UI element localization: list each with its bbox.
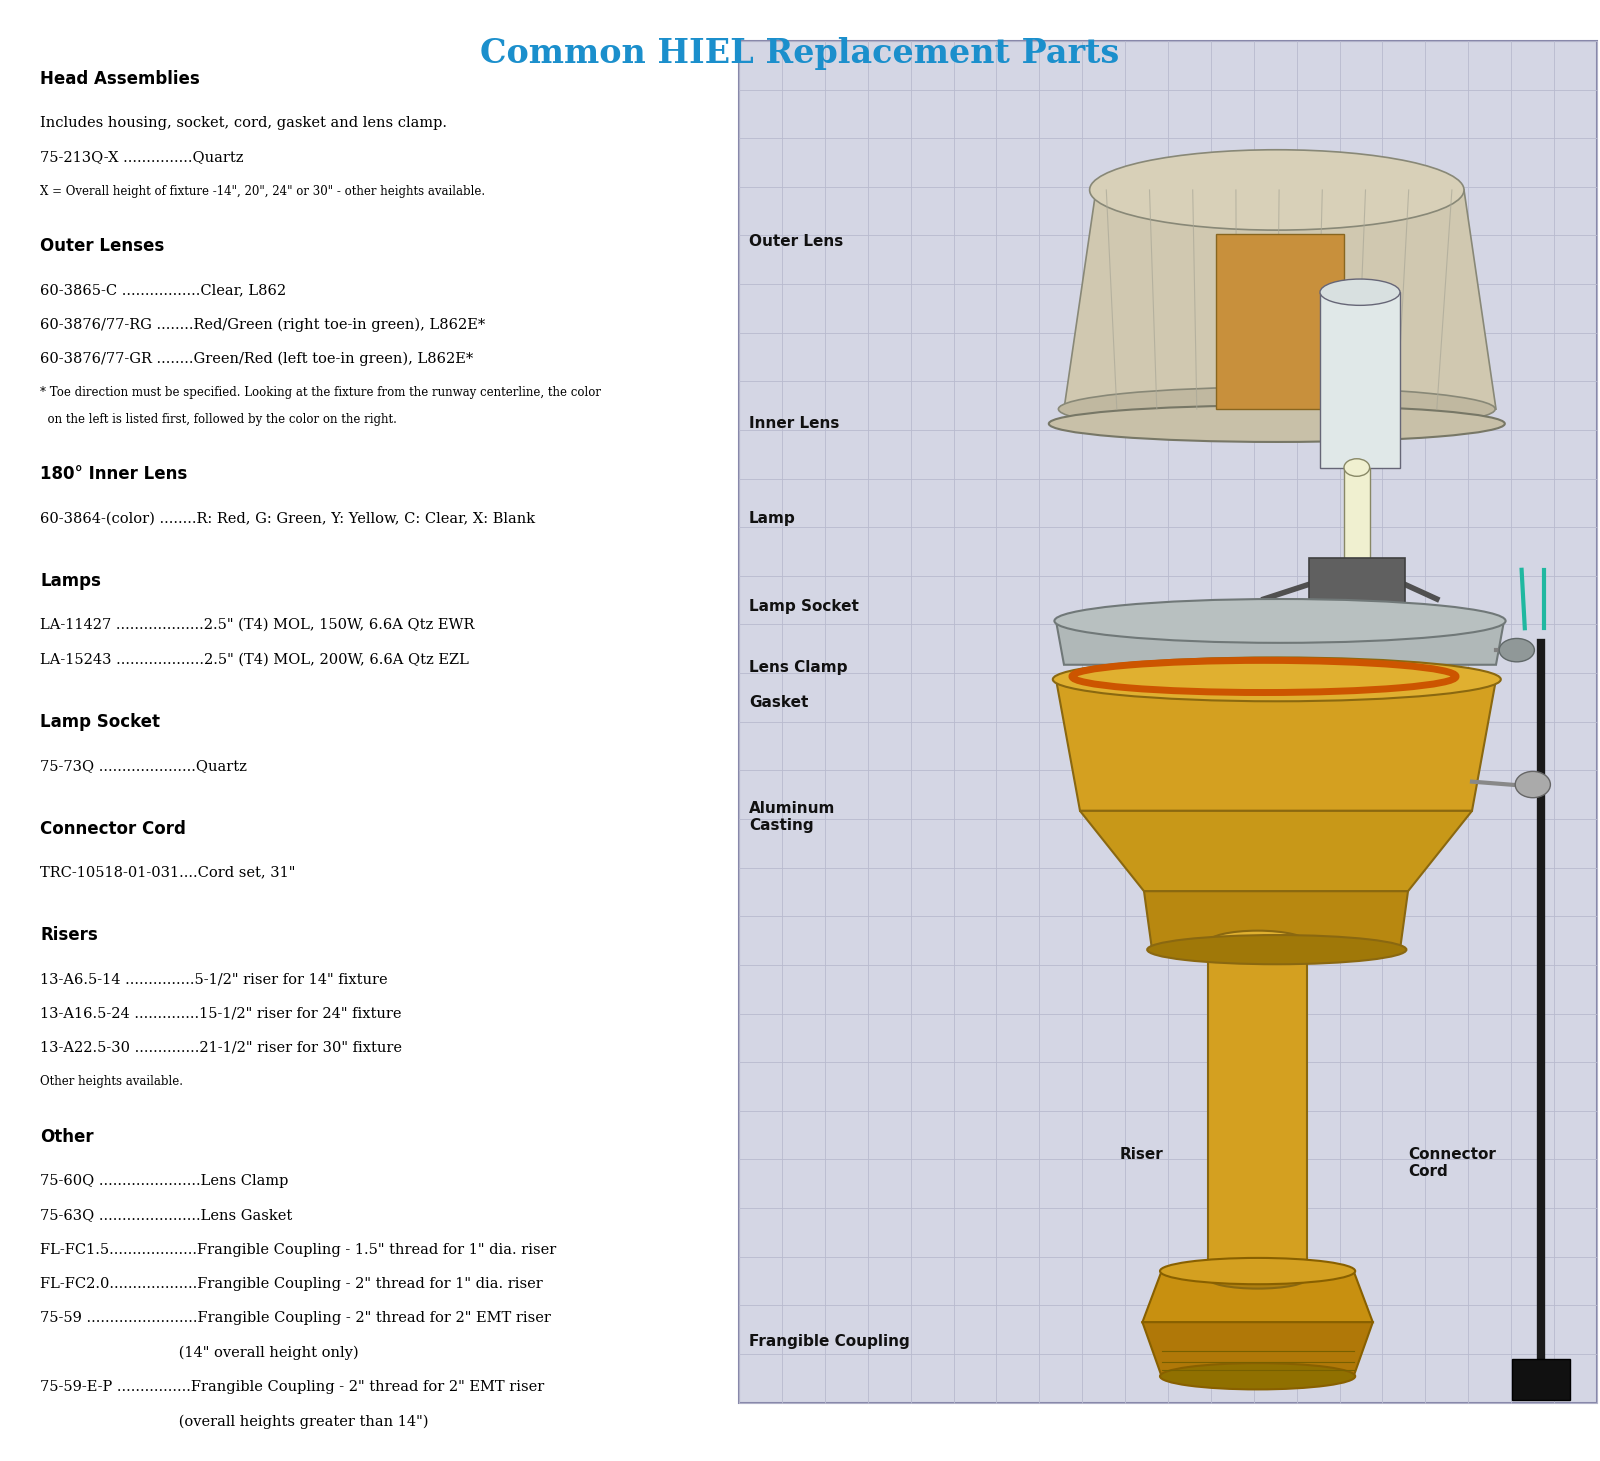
Text: Lamps: Lamps	[40, 571, 101, 590]
Bar	[1208, 942, 1307, 1278]
Text: 13-A16.5-24 ..............15-1/2" riser for 24" fixture: 13-A16.5-24 ..............15-1/2" riser …	[40, 1007, 402, 1021]
Text: Head Assemblies: Head Assemblies	[40, 70, 200, 88]
Text: 75-59 ........................Frangible Coupling - 2" thread for 2" EMT riser: 75-59 ........................Frangible …	[40, 1311, 550, 1325]
Text: FL-FC1.5...................Frangible Coupling - 1.5" thread for 1" dia. riser: FL-FC1.5...................Frangible Cou…	[40, 1242, 557, 1256]
Polygon shape	[1142, 1322, 1373, 1376]
Text: Inner Lens: Inner Lens	[749, 416, 838, 431]
Text: TRC-10518-01-031....Cord set, 31": TRC-10518-01-031....Cord set, 31"	[40, 865, 296, 880]
Text: 13-A6.5-14 ...............5-1/2" riser for 14" fixture: 13-A6.5-14 ...............5-1/2" riser f…	[40, 972, 387, 986]
Polygon shape	[1056, 679, 1496, 811]
Text: 180° Inner Lens: 180° Inner Lens	[40, 465, 187, 484]
Ellipse shape	[1320, 279, 1400, 305]
Text: LA-15243 ...................2.5" (T4) MOL, 200W, 6.6A Qtz EZL: LA-15243 ...................2.5" (T4) MO…	[40, 652, 469, 666]
Text: Aluminum
Casting: Aluminum Casting	[749, 801, 835, 833]
Text: Lamp Socket: Lamp Socket	[749, 599, 859, 614]
Text: FL-FC2.0...................Frangible Coupling - 2" thread for 1" dia. riser: FL-FC2.0...................Frangible Cou…	[40, 1277, 542, 1292]
Ellipse shape	[1208, 1268, 1307, 1289]
Polygon shape	[1309, 558, 1405, 611]
Text: 75-73Q .....................Quartz: 75-73Q .....................Quartz	[40, 758, 246, 773]
Text: Riser: Riser	[1120, 1147, 1163, 1161]
Text: on the left is listed first, followed by the color on the right.: on the left is listed first, followed by…	[40, 412, 397, 425]
Text: Connector Cord: Connector Cord	[40, 820, 186, 837]
Polygon shape	[1144, 891, 1408, 950]
Text: Lamp Socket: Lamp Socket	[40, 713, 160, 730]
Polygon shape	[1064, 190, 1496, 409]
Text: 75-60Q ......................Lens Clamp: 75-60Q ......................Lens Clamp	[40, 1173, 288, 1188]
Bar	[739, 41, 1597, 1403]
Text: 13-A22.5-30 ..............21-1/2" riser for 30" fixture: 13-A22.5-30 ..............21-1/2" riser …	[40, 1040, 402, 1055]
Text: Includes housing, socket, cord, gasket and lens clamp.: Includes housing, socket, cord, gasket a…	[40, 117, 446, 130]
Text: Outer Lens: Outer Lens	[749, 234, 843, 248]
Text: 75-59-E-P ................Frangible Coupling - 2" thread for 2" EMT riser: 75-59-E-P ................Frangible Coup…	[40, 1379, 544, 1394]
Text: 60-3876/77-GR ........Green/Red (left toe-in green), L862E*: 60-3876/77-GR ........Green/Red (left to…	[40, 352, 474, 367]
Text: Risers: Risers	[40, 926, 98, 944]
Text: 60-3864-(color) ........R: Red, G: Green, Y: Yellow, C: Clear, X: Blank: 60-3864-(color) ........R: Red, G: Green…	[40, 511, 534, 526]
Polygon shape	[1056, 621, 1504, 665]
Polygon shape	[1216, 234, 1344, 409]
Ellipse shape	[1054, 599, 1506, 643]
Text: Other heights available.: Other heights available.	[40, 1075, 182, 1088]
Text: (14" overall height only): (14" overall height only)	[40, 1346, 358, 1360]
Text: 75-213Q-X ...............Quartz: 75-213Q-X ...............Quartz	[40, 150, 243, 165]
Bar	[1344, 468, 1370, 562]
Text: 75-63Q ......................Lens Gasket: 75-63Q ......................Lens Gasket	[40, 1208, 293, 1223]
Text: Connector
Cord: Connector Cord	[1408, 1147, 1496, 1179]
Ellipse shape	[1208, 931, 1307, 954]
Ellipse shape	[1515, 771, 1550, 798]
Text: Gasket: Gasket	[749, 695, 808, 710]
Text: 60-3876/77-RG ........Red/Green (right toe-in green), L862E*: 60-3876/77-RG ........Red/Green (right t…	[40, 317, 485, 332]
Ellipse shape	[1090, 150, 1464, 231]
Ellipse shape	[1059, 387, 1496, 431]
Text: X = Overall height of fixture -14", 20", 24" or 30" - other heights available.: X = Overall height of fixture -14", 20",…	[40, 184, 485, 197]
Text: Lamp: Lamp	[749, 511, 795, 526]
Ellipse shape	[1499, 638, 1534, 662]
Text: Frangible Coupling: Frangible Coupling	[749, 1334, 909, 1349]
Ellipse shape	[1344, 459, 1370, 476]
Text: Other: Other	[40, 1128, 94, 1145]
Text: Outer Lenses: Outer Lenses	[40, 237, 165, 256]
Text: * Toe direction must be specified. Looking at the fixture from the runway center: * Toe direction must be specified. Looki…	[40, 386, 602, 399]
Text: (overall heights greater than 14"): (overall heights greater than 14")	[40, 1414, 429, 1429]
Polygon shape	[1080, 811, 1472, 891]
Bar	[1512, 1359, 1570, 1400]
Ellipse shape	[1160, 1258, 1355, 1284]
Text: Common HIEL Replacement Parts: Common HIEL Replacement Parts	[480, 37, 1120, 70]
Polygon shape	[1320, 292, 1400, 468]
Text: 60-3865-C .................Clear, L862: 60-3865-C .................Clear, L862	[40, 283, 286, 298]
Ellipse shape	[1050, 405, 1506, 443]
Polygon shape	[1142, 1271, 1373, 1322]
Text: LA-11427 ...................2.5" (T4) MOL, 150W, 6.6A Qtz EWR: LA-11427 ...................2.5" (T4) MO…	[40, 618, 474, 633]
Ellipse shape	[1160, 1363, 1355, 1389]
Text: Lens Clamp: Lens Clamp	[749, 660, 848, 675]
Ellipse shape	[1147, 935, 1406, 964]
Ellipse shape	[1053, 657, 1501, 701]
